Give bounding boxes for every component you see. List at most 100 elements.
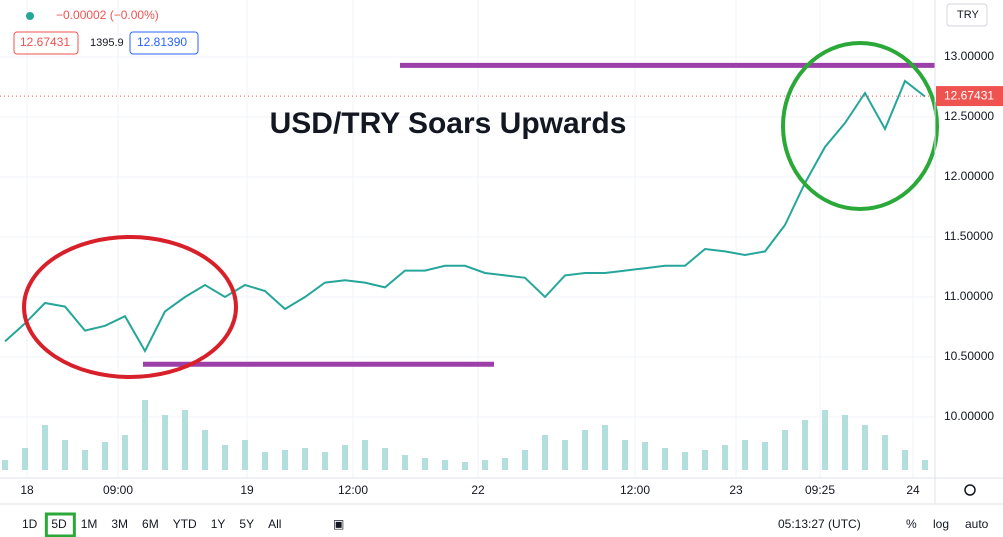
volume-bar <box>2 460 8 470</box>
volume-bar <box>422 458 428 470</box>
x-tick-label: 23 <box>729 483 743 497</box>
last-price-tag <box>936 86 1003 107</box>
scale-option[interactable]: auto <box>965 517 989 531</box>
volume-bar <box>642 442 648 470</box>
clock: 05:13:27 (UTC) <box>778 517 861 531</box>
x-tick-label: 22 <box>471 483 485 497</box>
range-button[interactable]: 5Y <box>239 517 254 531</box>
y-tick-label: 11.00000 <box>944 289 993 303</box>
volume-bar <box>342 445 348 470</box>
volume-bar <box>762 442 768 470</box>
scale-option[interactable]: % <box>906 517 917 531</box>
volume-bar <box>682 452 688 470</box>
range-button[interactable]: 1M <box>81 517 98 531</box>
range-button[interactable]: 5D <box>51 517 67 531</box>
volume-bar <box>662 448 668 470</box>
volume-bar <box>722 445 728 470</box>
range-button[interactable]: 3M <box>111 517 128 531</box>
last-price-label: 12.67431 <box>944 88 994 102</box>
volume-bar <box>62 440 68 470</box>
volume-bar <box>182 410 188 470</box>
y-tick-label: 11.50000 <box>944 229 993 243</box>
volume-bar <box>822 410 828 470</box>
volume-bar <box>902 450 908 470</box>
highlight-circle <box>22 235 238 379</box>
volume-bar <box>842 415 848 470</box>
x-tick-label: 09:25 <box>805 483 835 497</box>
volume-bar <box>582 430 588 470</box>
volume-bar <box>102 442 108 470</box>
volume-bar <box>742 440 748 470</box>
volume-bar <box>882 435 888 470</box>
volume-bar <box>702 450 708 470</box>
volume-bar <box>202 430 208 470</box>
volume-bar <box>222 445 228 470</box>
bid-box[interactable] <box>13 31 79 55</box>
volume-bar <box>22 448 28 470</box>
x-tick-label: 24 <box>906 483 920 497</box>
volume-bar <box>562 440 568 470</box>
volume-bar <box>482 460 488 470</box>
active-range[interactable] <box>44 512 76 537</box>
volume-bar <box>142 400 148 470</box>
volume-bar <box>82 450 88 470</box>
volume-bar <box>322 452 328 470</box>
volume-bar <box>242 440 248 470</box>
y-tick-label: 12.00000 <box>944 169 994 183</box>
ask[interactable]: 12.81390 <box>137 35 187 49</box>
plot <box>0 62 935 367</box>
x-tick-label: 12:00 <box>620 483 650 497</box>
volume-bar <box>622 440 628 470</box>
volume-bar <box>282 450 288 470</box>
volume-bar <box>442 460 448 470</box>
volume-bar <box>502 458 508 470</box>
y-tick-label: 10.50000 <box>944 349 994 363</box>
currency-button[interactable] <box>946 3 988 27</box>
volume-bar <box>462 462 468 470</box>
change: −0.00002 (−0.00%) <box>56 8 159 22</box>
x-tick-label: 18 <box>20 483 34 497</box>
chart-title: USD/TRY Soars Upwards <box>270 107 627 140</box>
y-tick-label: 13.00000 <box>944 49 994 63</box>
range-button[interactable]: 1D <box>22 517 38 531</box>
volume-bar <box>522 450 528 470</box>
volume-bar <box>602 425 608 470</box>
x-tick-label: 12:00 <box>338 483 368 497</box>
toolbar: 1D 5D 1M 3M 6M YTD 1Y 5Y All 05:13:27 (UTC)% log au… <box>22 512 989 537</box>
bid[interactable]: 12.67431 <box>20 35 70 49</box>
volume-bar <box>802 420 808 470</box>
calendar-icon[interactable]: ▣ <box>333 517 344 531</box>
spread: 1395.9 <box>90 37 124 49</box>
price-line <box>4 79 926 354</box>
range-button[interactable]: YTD <box>173 517 197 531</box>
volume-bar <box>542 435 548 470</box>
range-button[interactable]: 6M <box>142 517 159 531</box>
volume-bar <box>302 448 308 470</box>
volume-bar <box>42 425 48 470</box>
volume-bar <box>362 440 368 470</box>
volume-bar <box>262 452 268 470</box>
status-dot <box>26 12 34 20</box>
range-button[interactable]: All <box>268 517 281 531</box>
x-tick-label: 19 <box>240 483 254 497</box>
volume <box>2 400 928 470</box>
range-button[interactable]: 1Y <box>211 517 226 531</box>
volume-bar <box>782 430 788 470</box>
ask-box[interactable] <box>129 31 199 55</box>
currency[interactable]: TRY <box>957 9 979 21</box>
volume-bar <box>382 448 388 470</box>
volume-bar <box>922 460 928 470</box>
volume-bar <box>122 435 128 470</box>
x-tick-label: 09:00 <box>103 483 133 497</box>
scale-option[interactable]: log <box>933 517 949 531</box>
grid <box>0 0 935 478</box>
highlight-circle <box>781 41 939 211</box>
y-tick-label: 12.50000 <box>944 109 994 123</box>
volume-bar <box>862 425 868 470</box>
y-tick-label: 10.00000 <box>944 409 994 423</box>
volume-bar <box>402 455 408 470</box>
settings-icon[interactable] <box>964 484 976 496</box>
volume-bar <box>162 415 168 470</box>
